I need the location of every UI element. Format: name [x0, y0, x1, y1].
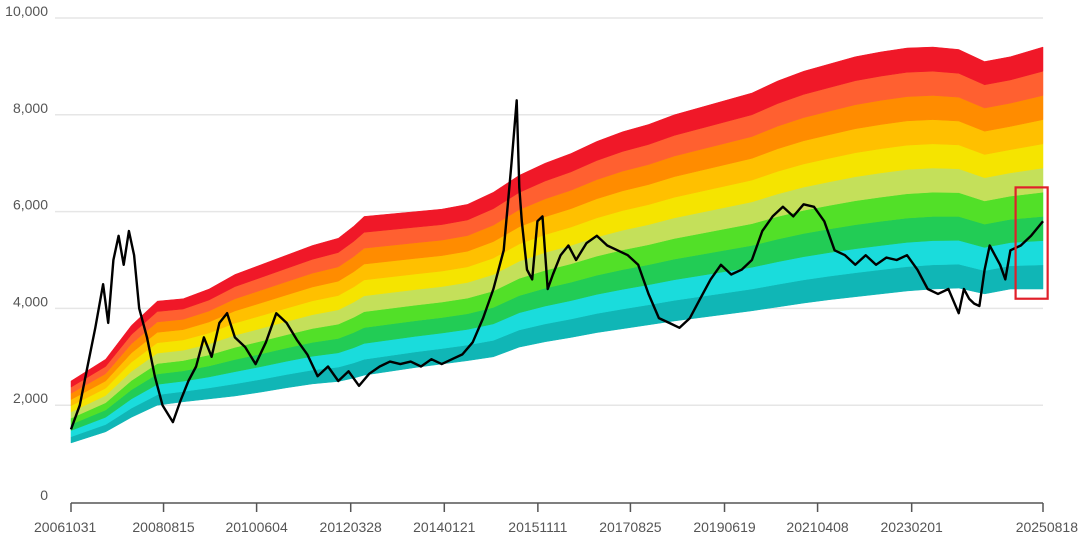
highlight-rect — [1014, 186, 1049, 300]
y-tick-label: 0 — [40, 487, 48, 503]
price-series-line — [69, 99, 1044, 430]
x-tick-label: 20250818 — [1016, 519, 1079, 535]
band-10 — [70, 46, 1044, 388]
x-tick-label: 20230201 — [881, 519, 944, 535]
x-tick-label: 20170825 — [599, 519, 662, 535]
y-tick-label: 6,000 — [13, 197, 48, 213]
valuation-bands — [70, 46, 1044, 444]
y-tick-label: 8,000 — [13, 100, 48, 116]
x-axis: 20061031 20080815 20100604 20120328 20140121… — [34, 502, 1079, 535]
y-tick-label: 4,000 — [13, 293, 48, 309]
x-tick-label: 20061031 — [34, 519, 97, 535]
x-tick-label: 20140121 — [413, 519, 476, 535]
y-tick-label: 10,000 — [5, 3, 48, 19]
x-tick-label: 20100604 — [225, 519, 288, 535]
price-line — [69, 99, 1044, 430]
highlight-box — [1014, 186, 1049, 300]
x-tick-label: 20190619 — [693, 519, 756, 535]
x-tick-label: 20120328 — [320, 519, 383, 535]
y-tick-label: 2,000 — [13, 390, 48, 406]
x-tick-label: 20210408 — [786, 519, 849, 535]
x-tick-label: 20080815 — [132, 519, 195, 535]
x-tick-label: 20151111 — [508, 519, 567, 535]
y-axis: 0 2,000 4,000 6,000 8,000 10,000 — [5, 3, 48, 503]
